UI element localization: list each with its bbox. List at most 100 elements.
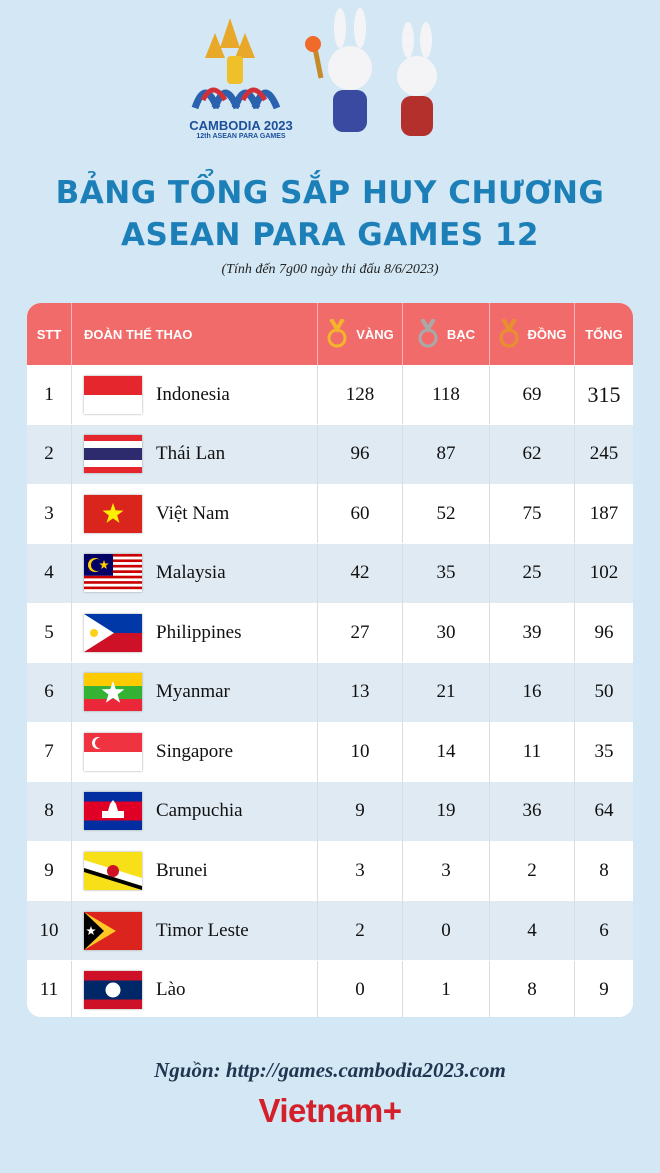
ear — [354, 8, 366, 48]
cell-text: 52 — [436, 502, 456, 524]
shape — [90, 628, 98, 637]
table-cell: 118 — [403, 365, 490, 425]
table-cell: 11 — [27, 960, 72, 1017]
ear — [420, 22, 432, 58]
cell-text: 13 — [350, 681, 370, 703]
flag — [84, 613, 142, 652]
table-cell: 2 — [490, 841, 575, 901]
shape — [102, 800, 124, 819]
shape — [84, 578, 142, 582]
header-cell: ĐOÀN THỂ THAO — [72, 303, 318, 365]
cell-text: 36 — [522, 800, 542, 822]
ear — [334, 8, 346, 48]
cell-text: 21 — [436, 681, 456, 703]
flag — [84, 971, 142, 1010]
table-cell: 39 — [490, 603, 575, 663]
shape — [105, 982, 121, 998]
shape — [84, 868, 142, 891]
cell-text: 2 — [355, 919, 365, 941]
table-cell: 52 — [403, 484, 490, 544]
cell-text: 0 — [355, 979, 365, 1001]
flag — [84, 554, 142, 593]
cell-text: 3 — [355, 860, 365, 882]
table-row: 9 Brunei 3 3 2 8 — [27, 841, 633, 901]
table-cell: 3 — [27, 484, 72, 544]
header-cell: ĐỒNG — [490, 303, 575, 365]
cell-text: 35 — [436, 562, 456, 584]
medal-icon — [499, 319, 518, 348]
team-name: Việt Nam — [156, 502, 230, 524]
cell-text: 128 — [345, 383, 375, 405]
medal — [499, 328, 518, 348]
cell-text: 4 — [44, 562, 54, 584]
table-cell: 1 — [403, 960, 490, 1017]
table-row: 10 Timor Leste 2 0 4 6 — [27, 900, 633, 961]
cell-text: 10 — [350, 740, 370, 762]
ribbon — [420, 319, 436, 333]
logo-name: CAMBODIA 2023 — [189, 118, 293, 133]
shape — [95, 737, 106, 749]
table-row: 1 Indonesia 128 118 69 315 — [27, 365, 633, 425]
cell-text: 3 — [441, 860, 451, 882]
cell-text: 2 — [44, 443, 54, 465]
team-name: Indonesia — [156, 383, 230, 405]
brand: Vietnam+ — [258, 1092, 402, 1129]
cell-text: 1 — [441, 979, 451, 1001]
cell-text: 96 — [594, 621, 614, 643]
table-row: 8 Campuchia 9 19 36 64 — [27, 781, 633, 842]
cell-text: 0 — [441, 919, 451, 941]
title-line: BẢNG TỔNG SẮP HUY CHƯƠNG — [55, 175, 605, 211]
table-cell: Campuchia — [72, 781, 318, 842]
source: Nguồn: http://games.cambodia2023.com — [154, 1058, 506, 1082]
table-cell: Timor Leste — [72, 900, 318, 961]
title: BẢNG TỔNG SẮP HUY CHƯƠNG ASEAN PARA GAME… — [0, 172, 660, 256]
header-text: STT — [36, 326, 62, 342]
table-cell: 1 — [27, 365, 72, 425]
header-text: ĐỒNG — [527, 326, 567, 342]
team-name: Campuchia — [156, 800, 243, 822]
table-cell: 0 — [318, 960, 403, 1017]
table-cell: 9 — [27, 841, 72, 901]
table-cell: 4 — [27, 543, 72, 603]
shape — [91, 559, 103, 572]
table-cell: 96 — [318, 424, 403, 484]
ribbon — [329, 319, 345, 333]
header-row: STT ĐOÀN THỂ THAO VÀNG BẠC ĐỒNG TỔNG — [27, 303, 633, 365]
cell-text: 64 — [594, 800, 614, 822]
table-cell: 9 — [575, 961, 633, 1018]
table-cell: 8 — [27, 781, 72, 842]
temple — [205, 18, 255, 58]
cell-text: 9 — [599, 979, 609, 1001]
table-cell: 3 — [318, 841, 403, 901]
table-cell: 42 — [318, 543, 403, 603]
flag — [84, 435, 142, 474]
cell-text: 11 — [522, 740, 542, 762]
cell-text: 27 — [350, 621, 370, 643]
header-text: VÀNG — [356, 326, 394, 342]
cell-text: 6 — [44, 681, 54, 703]
shape — [84, 699, 142, 712]
medal-table: STT ĐOÀN THỂ THAO VÀNG BẠC ĐỒNG TỔNG 1 Indonesi… — [27, 303, 633, 1017]
logo-art — [191, 8, 437, 136]
table-cell: Brunei — [72, 841, 318, 901]
cell-text: 75 — [522, 502, 542, 524]
shape — [84, 613, 114, 652]
cell-text: 11 — [39, 979, 59, 1001]
table-cell: 13 — [318, 662, 403, 723]
medal — [418, 328, 438, 348]
medal-icon — [418, 319, 438, 348]
torch — [312, 47, 324, 79]
cell-text: 187 — [589, 502, 619, 524]
cell-text: 7 — [44, 740, 54, 762]
table-cell: 10 — [27, 900, 72, 961]
team-name: Malaysia — [156, 562, 226, 584]
table-cell: 9 — [318, 781, 403, 842]
shape — [99, 560, 109, 570]
cell-text: 8 — [527, 979, 537, 1001]
shape — [84, 673, 142, 687]
table-cell: Việt Nam — [72, 484, 318, 544]
team-name: Philippines — [156, 621, 242, 643]
flag — [84, 494, 142, 533]
shape — [84, 448, 142, 461]
